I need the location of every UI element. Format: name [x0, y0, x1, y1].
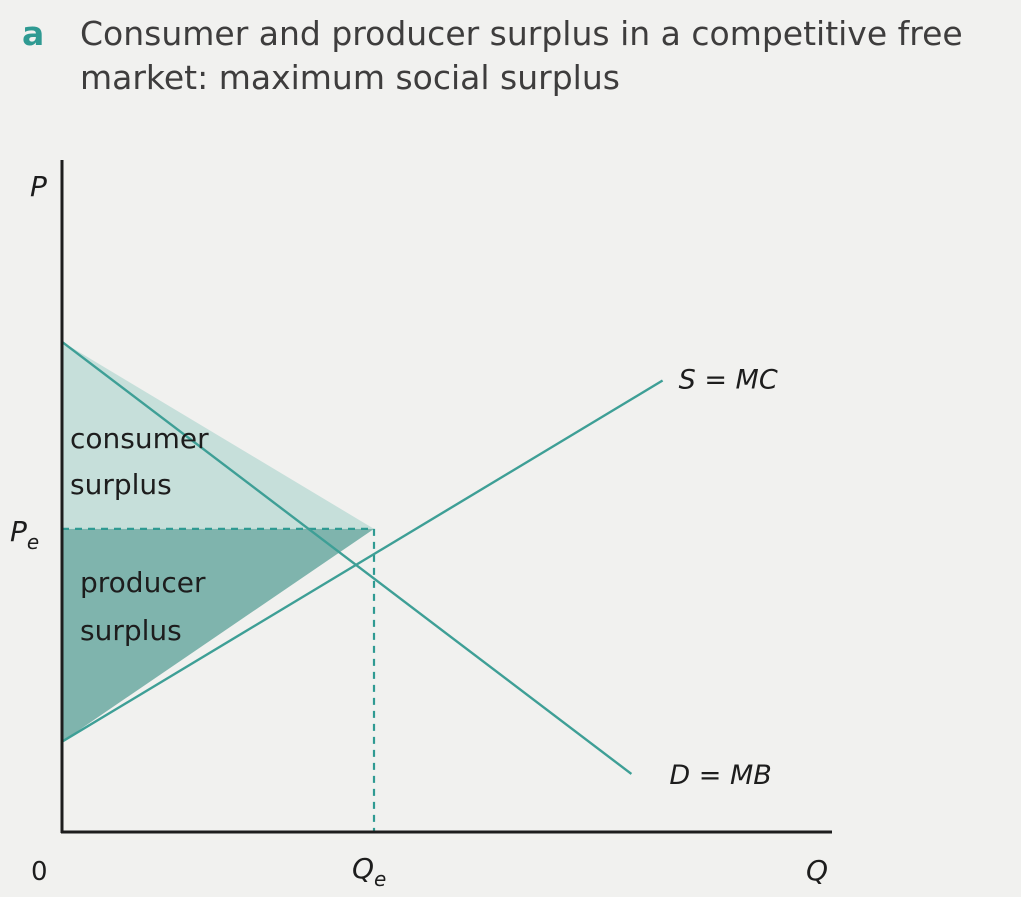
caption-text: Consumer and producer surplus in a compe… — [80, 14, 963, 97]
supply-curve — [61, 379, 664, 743]
equilibrium-quantity-label: Qe — [352, 852, 386, 891]
consumer-surplus-region — [62, 341, 374, 529]
equilibrium-quantity-label-main: Q — [352, 852, 374, 885]
producer-surplus-label-line1: producer — [80, 566, 206, 599]
producer-surplus-region — [62, 528, 374, 742]
x-axis-label: Q — [806, 854, 828, 887]
equilibrium-quantity-label-sub: e — [374, 867, 386, 891]
demand-curve — [61, 340, 633, 775]
chart-caption: a Consumer and producer surplus in a com… — [22, 12, 1012, 100]
equilibrium-price-label-sub: e — [27, 530, 39, 554]
supply-curve-label: S = MC — [679, 365, 778, 396]
caption-letter: a — [22, 14, 45, 53]
equilibrium-price-label: Pe — [10, 515, 39, 554]
consumer-surplus-label-line1: consumer — [70, 422, 209, 455]
consumer-surplus-label-line2: surplus — [70, 468, 172, 501]
producer-surplus-label-line2: surplus — [80, 614, 182, 647]
y-axis-label: P — [30, 170, 47, 203]
demand-curve-label: D = MB — [669, 760, 771, 791]
equilibrium-price-label-main: P — [10, 515, 27, 548]
origin-label: 0 — [31, 857, 48, 887]
